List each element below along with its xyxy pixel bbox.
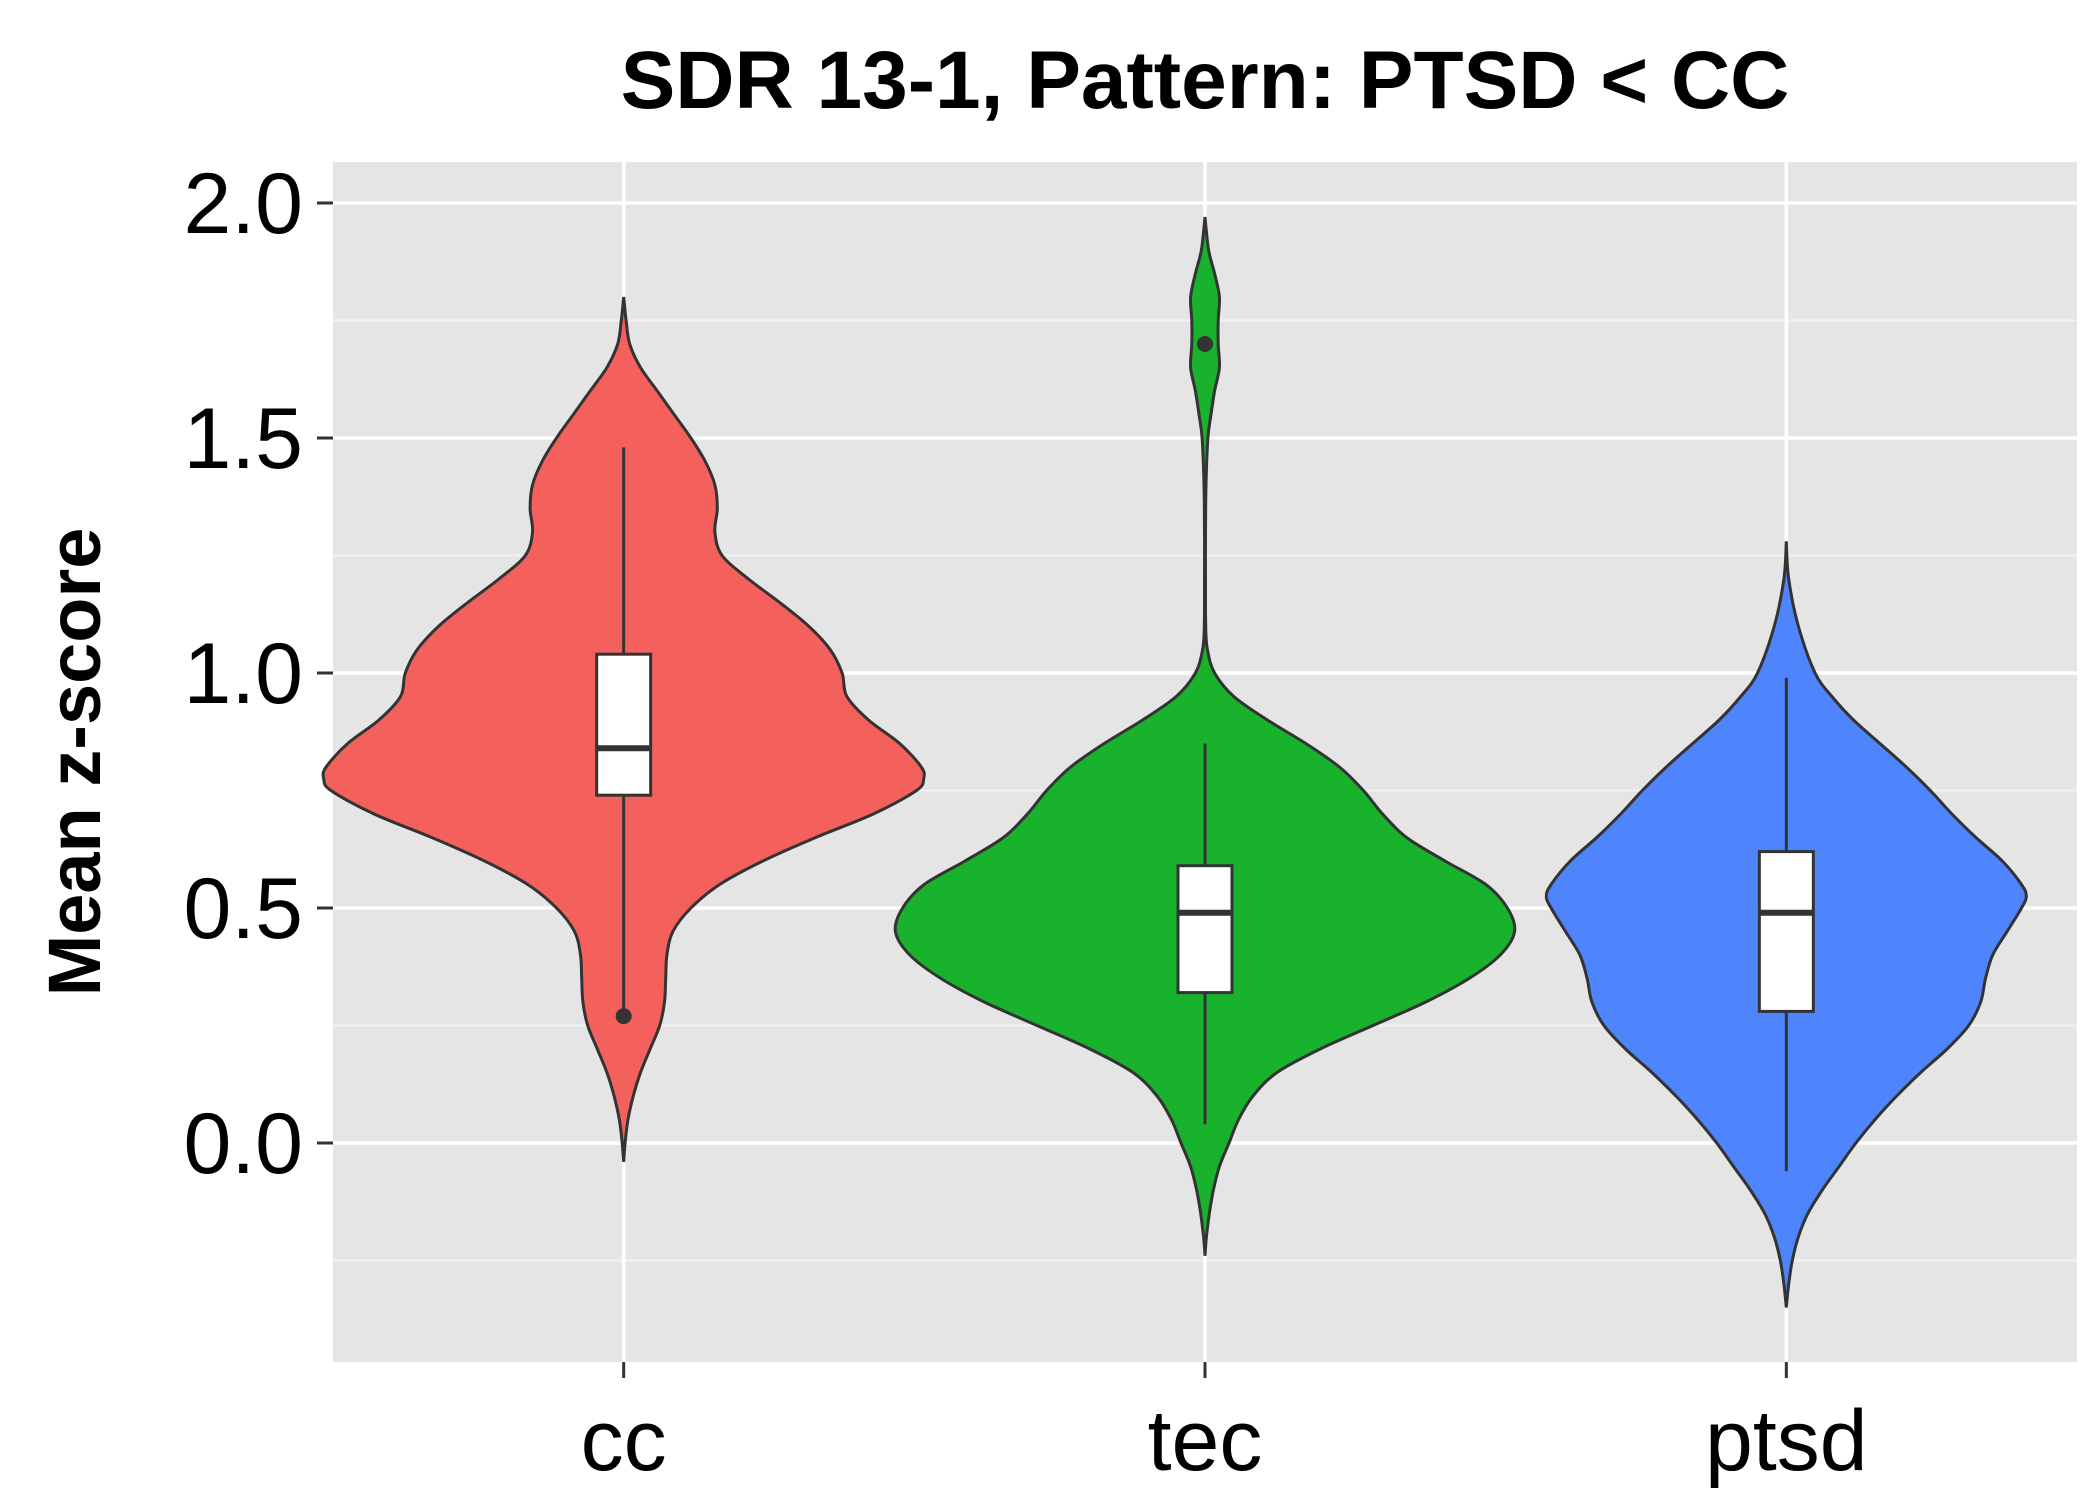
violins (321, 216, 2028, 1308)
x-tick-label-cc: cc (581, 1393, 667, 1489)
y-tick-label: 1.0 (183, 626, 303, 722)
y-tick-label: 2.0 (183, 156, 303, 252)
chart-title: SDR 13-1, Pattern: PTSD < CC (621, 35, 1790, 126)
violin-tec (893, 216, 1517, 1256)
y-tick-label: 1.5 (183, 391, 303, 487)
box-ptsd (1757, 850, 1815, 1013)
box-tec (1176, 864, 1234, 995)
y-tick-label: 0.5 (183, 861, 303, 957)
x-axis: cc tec ptsd (581, 1362, 1868, 1489)
y-tick-label: 0.0 (183, 1096, 303, 1192)
box-cc (595, 652, 653, 797)
violin-body-tec (893, 216, 1517, 1256)
x-tick-label-tec: tec (1148, 1393, 1263, 1489)
violin-cc (321, 296, 926, 1162)
outlier-cc (615, 1008, 632, 1025)
x-tick-label-ptsd: ptsd (1705, 1393, 1868, 1489)
outlier-tec (1197, 336, 1213, 352)
y-axis: 0.0 0.5 1.0 1.5 2.0 (183, 156, 333, 1192)
y-axis-label: Mean z-score (33, 528, 116, 997)
violin-ptsd (1544, 541, 2028, 1308)
